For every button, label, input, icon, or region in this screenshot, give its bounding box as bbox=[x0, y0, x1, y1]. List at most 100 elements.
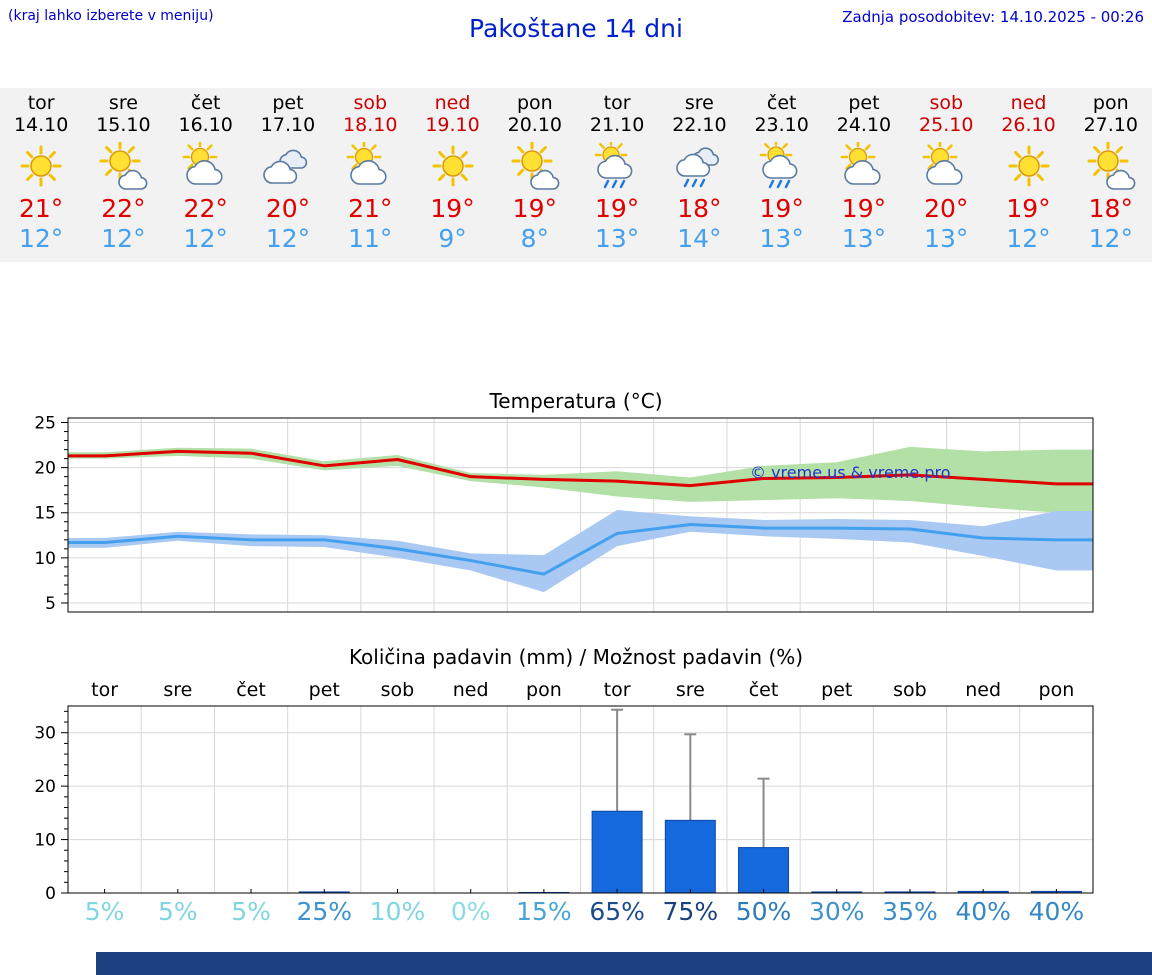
day-date: 26.10 bbox=[1001, 114, 1056, 136]
day-high-temp: 18° bbox=[1088, 194, 1133, 223]
forecast-day[interactable]: čet 16.10 22° 12° bbox=[165, 88, 247, 262]
day-date: 27.10 bbox=[1083, 114, 1138, 136]
y-tick-label: 30 bbox=[34, 724, 56, 744]
sun-cloud-icon bbox=[914, 142, 978, 190]
day-date: 19.10 bbox=[425, 114, 480, 136]
day-name: tor bbox=[603, 92, 631, 114]
day-name: sob bbox=[353, 92, 388, 114]
day-label: sre bbox=[676, 679, 705, 701]
plot-border bbox=[67, 705, 1094, 894]
precip-bar bbox=[738, 847, 790, 894]
probability-label: 35% bbox=[882, 897, 938, 926]
sun-cloud-icon bbox=[338, 142, 402, 190]
sun-small-cloud-icon bbox=[1079, 142, 1143, 190]
y-tick-label: 5 bbox=[45, 594, 56, 614]
day-name: sre bbox=[108, 92, 138, 114]
probability-label: 0% bbox=[451, 897, 491, 926]
sun-small-cloud-icon bbox=[91, 142, 155, 190]
day-label: tor bbox=[604, 679, 631, 701]
day-name: tor bbox=[27, 92, 55, 114]
day-label: ned bbox=[965, 679, 1001, 701]
forecast-day[interactable]: pet 17.10 20° 12° bbox=[247, 88, 329, 262]
forecast-day[interactable]: sob 25.10 20° 13° bbox=[905, 88, 987, 262]
sun-icon bbox=[9, 142, 73, 190]
day-label: pon bbox=[1039, 679, 1075, 701]
clouds-icon bbox=[256, 142, 320, 190]
day-label: tor bbox=[91, 679, 118, 701]
forecast-day[interactable]: tor 21.10 19° 13° bbox=[576, 88, 658, 262]
day-label: sob bbox=[893, 679, 927, 701]
day-label: sob bbox=[381, 679, 415, 701]
day-label: pet bbox=[821, 679, 852, 701]
day-name: čet bbox=[190, 92, 221, 114]
sun-cloud-icon bbox=[832, 142, 896, 190]
min-temperature-line bbox=[68, 522, 1093, 576]
day-label: pon bbox=[526, 679, 562, 701]
forecast-day[interactable]: tor 14.10 21° 12° bbox=[0, 88, 82, 262]
day-name: ned bbox=[1010, 92, 1047, 114]
day-low-temp: 8° bbox=[520, 224, 550, 253]
day-name: ned bbox=[434, 92, 471, 114]
probability-label: 40% bbox=[955, 897, 1011, 926]
day-low-temp: 12° bbox=[1088, 224, 1133, 253]
forecast-day[interactable]: ned 19.10 19° 9° bbox=[411, 88, 493, 262]
sun-icon bbox=[997, 142, 1061, 190]
day-date: 18.10 bbox=[343, 114, 398, 136]
forecast-day[interactable]: ned 26.10 19° 12° bbox=[987, 88, 1069, 262]
day-low-temp: 13° bbox=[841, 224, 887, 253]
day-high-temp: 18° bbox=[677, 194, 722, 223]
precip-bar bbox=[591, 810, 643, 894]
temperature-chart: 5 10 15 20 25 © vreme.us & vreme.pro bbox=[34, 415, 1094, 614]
y-tick-label: 10 bbox=[34, 549, 56, 569]
day-high-temp: 19° bbox=[1006, 194, 1051, 223]
day-date: 25.10 bbox=[919, 114, 974, 136]
probability-label: 5% bbox=[231, 897, 271, 926]
day-low-temp: 12° bbox=[1006, 224, 1051, 253]
day-label: čet bbox=[749, 679, 779, 701]
forecast-day[interactable]: sre 15.10 22° 12° bbox=[82, 88, 164, 262]
forecast-strip: tor 14.10 21° 12° sre 15.10 22° 12° čet … bbox=[0, 88, 1152, 262]
day-label: sre bbox=[163, 679, 192, 701]
day-date: 21.10 bbox=[589, 114, 645, 136]
y-tick-label: 10 bbox=[34, 831, 56, 851]
day-date: 20.10 bbox=[507, 114, 563, 136]
forecast-day[interactable]: pon 27.10 18° 12° bbox=[1070, 88, 1152, 262]
day-low-temp: 13° bbox=[759, 224, 804, 253]
day-date: 22.10 bbox=[672, 114, 727, 136]
footer-bar bbox=[96, 952, 1152, 975]
probability-label: 50% bbox=[736, 897, 792, 926]
day-low-temp: 14° bbox=[677, 224, 722, 253]
precipitation-chart-title: Količina padavin (mm) / Možnost padavin … bbox=[348, 645, 804, 669]
y-tick-label: 20 bbox=[34, 777, 56, 797]
probability-label: 5% bbox=[85, 897, 125, 926]
sun-small-cloud-icon bbox=[503, 142, 567, 190]
forecast-day[interactable]: pon 20.10 19° 8° bbox=[494, 88, 576, 262]
probability-label: 30% bbox=[809, 897, 865, 926]
max-temperature-line bbox=[68, 449, 1093, 488]
plot-border bbox=[67, 417, 1094, 613]
day-name: pet bbox=[848, 92, 880, 114]
day-date: 23.10 bbox=[754, 114, 809, 136]
day-high-temp: 19° bbox=[512, 194, 557, 223]
forecast-day[interactable]: čet 23.10 19° 13° bbox=[741, 88, 823, 262]
day-low-temp: 12° bbox=[265, 224, 311, 253]
forecast-day[interactable]: sre 22.10 18° 14° bbox=[658, 88, 740, 262]
day-high-temp: 19° bbox=[594, 194, 640, 223]
probability-label: 5% bbox=[158, 897, 198, 926]
forecast-day[interactable]: pet 24.10 19° 13° bbox=[823, 88, 905, 262]
day-low-temp: 11° bbox=[348, 224, 393, 253]
day-low-temp: 12° bbox=[101, 224, 146, 253]
min-temperature-range-band bbox=[68, 510, 1093, 593]
probability-label: 15% bbox=[516, 897, 572, 926]
day-high-temp: 20° bbox=[265, 194, 311, 223]
probability-label: 65% bbox=[589, 897, 645, 926]
day-date: 15.10 bbox=[96, 114, 151, 136]
page-title: Pakoštane 14 dni bbox=[469, 14, 683, 43]
day-high-temp: 22° bbox=[183, 194, 228, 223]
day-high-temp: 21° bbox=[348, 194, 393, 223]
day-high-temp: 20° bbox=[924, 194, 969, 223]
forecast-day[interactable]: sob 18.10 21° 11° bbox=[329, 88, 411, 262]
y-tick-label: 25 bbox=[34, 415, 56, 434]
day-date: 16.10 bbox=[178, 114, 233, 136]
probability-label: 40% bbox=[1029, 897, 1085, 926]
